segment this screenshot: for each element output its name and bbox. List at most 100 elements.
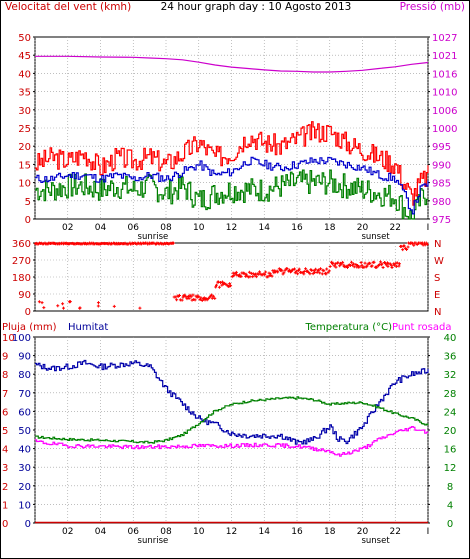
humidity-axis-title: Humitat <box>68 322 108 333</box>
wind-gust-line <box>35 121 429 206</box>
temp-hour-10: 10 <box>193 527 205 537</box>
direction-mark <box>372 260 376 264</box>
direction-tick-270: 270 <box>12 256 31 267</box>
direction-mark <box>352 265 356 269</box>
direction-tick-360: 360 <box>12 239 31 250</box>
dewpoint-line <box>35 426 429 457</box>
direction-mark <box>322 269 326 273</box>
wind-speed-axis-title: Velocitat del vent (kmh) <box>5 1 131 13</box>
direction-mark <box>405 247 409 251</box>
temp-hour-I: I <box>427 527 430 537</box>
pressure-tick-1021: 1021 <box>432 51 457 62</box>
direction-mark <box>202 296 206 300</box>
direction-mark-low <box>56 304 60 308</box>
direction-mark <box>258 270 262 274</box>
dewpoint-axis-title: Punt rosada <box>392 322 451 333</box>
direction-mark <box>277 267 281 271</box>
direction-mark <box>272 271 276 275</box>
direction-mark <box>110 242 114 246</box>
direction-mark <box>354 263 358 267</box>
direction-mark <box>324 272 328 276</box>
direction-mark <box>388 262 392 266</box>
rain-tick-6: 6 <box>2 407 8 418</box>
temp-hour-16: 16 <box>291 527 303 537</box>
direction-tick-90: 90 <box>18 290 31 301</box>
temp-tick-4: 4 <box>447 500 453 511</box>
wind-tick-50: 50 <box>18 33 31 44</box>
direction-mark <box>254 275 258 279</box>
direction-mark <box>331 261 335 265</box>
direction-mark <box>287 268 291 272</box>
temp-tick-8: 8 <box>447 482 453 493</box>
direction-mark <box>423 243 427 247</box>
direction-mark-low <box>61 302 65 306</box>
wind-tick-5: 5 <box>25 197 31 208</box>
humidity-tick-60: 60 <box>18 407 31 418</box>
temp-hour-02: 02 <box>62 527 73 537</box>
direction-mark <box>358 265 362 269</box>
rain-axis-title: Pluja (mm) <box>2 322 57 333</box>
temp-tick-36: 36 <box>444 352 457 363</box>
direction-mark <box>217 280 220 284</box>
temp-hour-08: 08 <box>160 527 172 537</box>
temp-tick-24: 24 <box>444 407 457 418</box>
pressure-tick-980: 980 <box>432 197 451 208</box>
direction-mark <box>332 264 336 268</box>
wind-hour-20: 20 <box>357 223 369 233</box>
wind-tick-25: 25 <box>18 124 31 135</box>
temp-tick-40: 40 <box>444 333 457 344</box>
direction-mark <box>285 267 289 271</box>
direction-mark-low <box>78 306 82 310</box>
direction-mark <box>244 272 248 276</box>
direction-mark <box>412 243 416 247</box>
temp-hour-12: 12 <box>226 527 237 537</box>
pressure-tick-1016: 1016 <box>432 69 457 80</box>
rain-tick-2: 2 <box>2 482 8 493</box>
temp-hour-06: 06 <box>128 527 140 537</box>
direction-mark-low <box>40 301 44 305</box>
humidity-tick-0: 0 <box>25 519 31 530</box>
temp-tick-32: 32 <box>444 370 457 381</box>
temp-hour-22: 22 <box>390 527 401 537</box>
direction-mark <box>191 293 195 297</box>
humidity-tick-20: 20 <box>18 482 31 493</box>
rain-tick-8: 8 <box>2 370 8 381</box>
direction-mark <box>198 298 202 302</box>
pressure-tick-1010: 1010 <box>432 88 457 99</box>
direction-mark <box>339 262 343 266</box>
wind-tick-10: 10 <box>18 179 31 190</box>
direction-mark <box>334 265 338 269</box>
direction-mark <box>187 296 191 300</box>
direction-mark-low <box>68 300 72 304</box>
direction-mark <box>266 275 270 279</box>
direction-mark <box>375 265 379 269</box>
wind-tick-40: 40 <box>18 69 31 80</box>
wind-hour-18: 18 <box>324 223 336 233</box>
wind-hour-14: 14 <box>259 223 271 233</box>
direction-mark <box>229 284 233 288</box>
direction-mark <box>199 296 203 300</box>
direction-mark <box>352 262 356 266</box>
direction-mark <box>297 267 301 271</box>
direction-mark <box>235 273 239 277</box>
direction-mark <box>327 269 331 273</box>
direction-mark <box>232 274 236 278</box>
temp-hour-20: 20 <box>357 527 369 537</box>
temp-sunset-label: sunset <box>361 536 390 546</box>
direction-mark <box>318 271 322 275</box>
direction-mark <box>304 267 308 271</box>
direction-mark <box>333 262 337 266</box>
humidity-tick-30: 30 <box>18 463 31 474</box>
direction-mark <box>209 293 213 297</box>
direction-mark <box>268 272 272 276</box>
direction-tick-0: 0 <box>25 307 31 318</box>
humidity-tick-90: 90 <box>18 352 31 363</box>
direction-mark <box>264 270 268 274</box>
wind-tick-45: 45 <box>18 51 31 62</box>
temp-tick-28: 28 <box>444 389 457 400</box>
rain-tick-7: 7 <box>2 389 8 400</box>
direction-mark <box>380 262 384 266</box>
direction-mark <box>406 245 410 249</box>
temp-tick-0: 0 <box>447 519 453 530</box>
direction-mark-low <box>96 304 100 308</box>
